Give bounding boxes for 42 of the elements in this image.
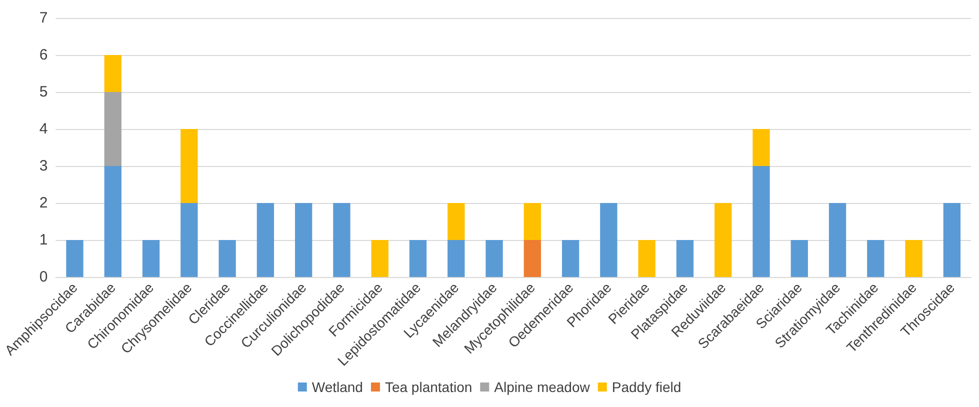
bar [218,240,236,277]
bar [752,129,770,166]
y-tick-label: 5 [39,84,48,100]
bar [294,203,312,277]
legend-label: Alpine meadow [494,379,591,395]
bar [256,203,274,277]
bar [104,55,122,92]
y-tick-label: 2 [39,194,48,212]
bar [752,166,770,277]
bar [180,203,198,277]
bar [714,203,732,277]
bar [638,240,656,277]
bar [104,92,122,166]
bar [371,240,388,277]
bar [524,203,541,240]
bar [867,240,884,277]
bar [524,240,541,277]
bar [790,240,808,277]
bar [448,203,465,240]
bar [676,240,694,277]
y-tick-label: 1 [39,232,48,248]
bar [562,240,580,277]
bar [409,240,427,277]
legend-label: Wetland [312,379,363,395]
bar [943,203,961,277]
legend-label: Tea plantation [384,379,472,395]
y-tick-label: 7 [39,10,48,26]
bar [180,129,198,203]
bar [600,203,618,277]
bar [142,240,160,277]
y-tick-label: 4 [39,120,48,138]
y-tick-label: 6 [39,46,48,64]
bar [104,166,122,277]
bar [448,240,465,277]
bar [486,240,503,277]
bar [333,203,350,277]
y-tick-label: 0 [39,268,48,286]
bar [905,240,922,277]
bar [828,203,846,277]
bar [66,240,84,277]
y-tick-label: 3 [39,158,48,174]
legend-label: Paddy field [612,379,682,395]
